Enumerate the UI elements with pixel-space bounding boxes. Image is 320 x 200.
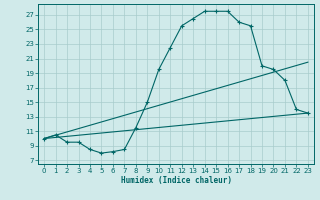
X-axis label: Humidex (Indice chaleur): Humidex (Indice chaleur)	[121, 176, 231, 185]
